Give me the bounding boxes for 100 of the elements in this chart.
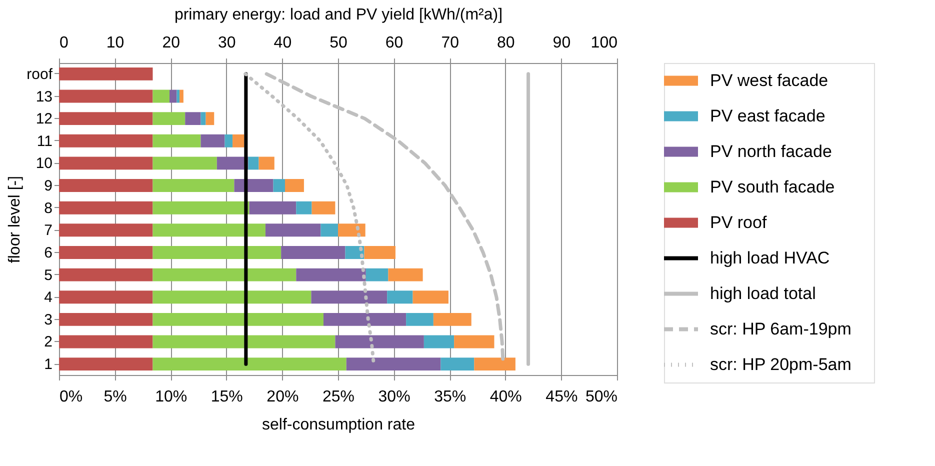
bar — [387, 290, 413, 304]
bar — [312, 201, 336, 214]
x2-tick-label: 50% — [585, 388, 618, 406]
legend-label: PV north facade — [710, 142, 832, 161]
bar — [176, 90, 180, 103]
bar — [206, 112, 214, 126]
x-tick-label: 80 — [497, 34, 515, 52]
bar — [152, 134, 201, 148]
bar — [296, 268, 366, 282]
bar — [258, 156, 274, 170]
bar — [59, 246, 153, 259]
legend-label: PV south facade — [710, 177, 835, 196]
y-tick-label: 1 — [44, 356, 52, 374]
bar — [454, 335, 494, 348]
bar — [335, 335, 424, 348]
x2-tick-label: 40% — [490, 388, 522, 406]
bar — [59, 358, 153, 371]
x-tick-label: 50 — [330, 34, 348, 52]
bar — [284, 179, 304, 192]
legend-label: PV roof — [710, 212, 767, 232]
bar — [474, 358, 516, 371]
y-tick-label: 7 — [44, 222, 52, 240]
bar — [185, 112, 201, 126]
bar — [323, 312, 406, 326]
bar — [311, 290, 388, 304]
x-tick-label: 0 — [60, 34, 68, 52]
x2-tick-label: 5% — [104, 388, 127, 406]
x2-tick-label: 35% — [434, 388, 466, 406]
bar — [406, 312, 434, 326]
bar — [152, 112, 186, 126]
y-tick-label: 8 — [44, 200, 52, 217]
bar — [152, 335, 336, 348]
x2-tick-label: 45% — [546, 388, 578, 406]
bar — [152, 358, 346, 371]
bar — [265, 224, 321, 237]
bar — [338, 224, 366, 237]
x-tick-label: 60 — [385, 34, 404, 52]
bar — [249, 201, 296, 214]
bar — [152, 90, 170, 103]
bar — [424, 335, 454, 348]
x2-tick-label: 30% — [378, 388, 410, 406]
x-tick-label: 70 — [441, 34, 460, 52]
bar — [59, 134, 153, 148]
y-tick-label: 2 — [44, 334, 52, 351]
legend-label: scr: HP 6am-19pm — [710, 319, 852, 338]
bar — [152, 201, 250, 214]
bar — [248, 156, 259, 170]
bar — [59, 179, 153, 192]
bar — [232, 134, 244, 148]
y-tick-label: 6 — [44, 244, 52, 262]
bar — [388, 268, 423, 282]
legend-label: PV east facade — [710, 106, 826, 126]
bar — [152, 224, 266, 237]
bar — [152, 179, 234, 192]
bar — [346, 358, 441, 371]
bar — [224, 134, 233, 148]
bar — [59, 335, 153, 348]
bar — [433, 312, 472, 326]
x2-tick-label: 10% — [155, 388, 188, 406]
y-tick-label: 11 — [36, 132, 52, 150]
x2-tick-label: 25% — [322, 388, 355, 406]
x-axis-title: primary energy: load and PV yield [kWh/(m²a)] — [174, 6, 503, 24]
bar — [59, 290, 153, 304]
y-tick-label: 13 — [36, 88, 52, 106]
bar — [200, 134, 225, 148]
bar — [412, 290, 448, 304]
bar — [59, 201, 153, 214]
bar — [152, 290, 312, 304]
bar — [281, 246, 346, 259]
bar — [320, 224, 338, 237]
bar — [59, 112, 153, 126]
bar — [59, 268, 153, 282]
bar — [59, 90, 153, 103]
legend-label: high load HVAC — [710, 248, 830, 268]
bar — [59, 156, 153, 170]
y-tick-label: 4 — [44, 289, 52, 306]
x-tick-label: 30 — [218, 34, 236, 52]
bar — [273, 179, 285, 192]
bar — [364, 246, 396, 259]
bar — [59, 224, 153, 237]
y-tick-label: 3 — [44, 311, 52, 328]
bar — [169, 90, 177, 103]
y-axis-title: floor level [-] — [6, 176, 24, 264]
x-tick-label: 100 — [590, 34, 618, 52]
y-tick-label: 10 — [36, 155, 52, 172]
x2-tick-label: 20% — [266, 388, 299, 406]
legend-label: high load total — [710, 284, 816, 303]
y-tick-label: roof — [26, 66, 54, 83]
bar — [296, 201, 312, 214]
bar — [152, 246, 282, 259]
legend-label: scr: HP 20pm-5am — [710, 354, 852, 374]
x-tick-label: 40 — [274, 34, 292, 52]
y-tick-label: 12 — [36, 110, 52, 128]
bar — [152, 312, 324, 326]
y-tick-label: 5 — [44, 266, 52, 284]
bar — [152, 268, 296, 282]
x2-tick-label: 0% — [60, 388, 83, 406]
bar — [180, 90, 184, 103]
bar — [366, 268, 388, 282]
bar — [59, 67, 153, 80]
